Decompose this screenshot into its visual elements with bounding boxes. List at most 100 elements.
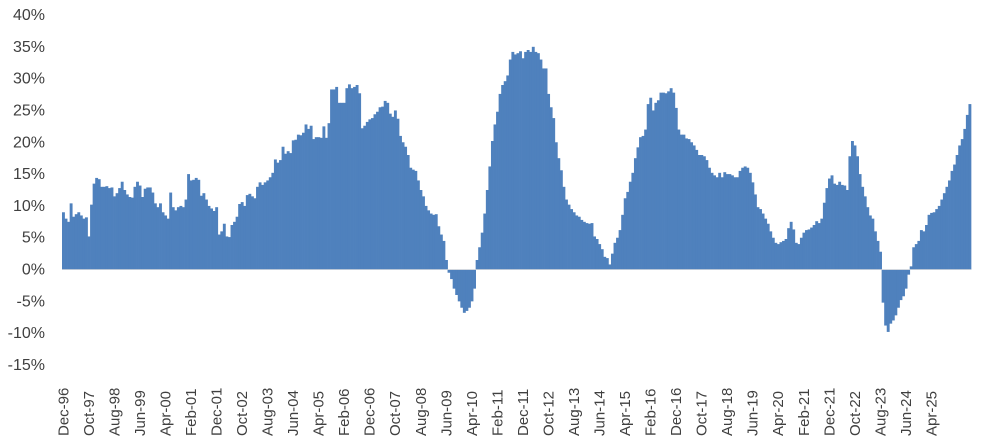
bar bbox=[388, 113, 392, 270]
bar bbox=[942, 193, 946, 270]
y-tick-label: 0% bbox=[22, 262, 45, 279]
bar bbox=[141, 197, 145, 270]
bar bbox=[355, 85, 359, 270]
bar bbox=[207, 205, 211, 270]
bar bbox=[256, 186, 259, 270]
x-tick-label: Apr-15 bbox=[617, 391, 634, 436]
bar bbox=[674, 107, 678, 270]
bar bbox=[861, 186, 865, 270]
bar bbox=[623, 198, 627, 270]
bar bbox=[460, 269, 464, 308]
x-tick-label: Oct-02 bbox=[234, 391, 251, 436]
bar bbox=[529, 51, 533, 270]
bar bbox=[62, 212, 65, 270]
bar bbox=[416, 180, 420, 270]
bar bbox=[608, 264, 612, 270]
bar bbox=[789, 221, 793, 270]
bar bbox=[873, 231, 877, 270]
bar bbox=[922, 231, 926, 270]
x-tick-label: Aug-03 bbox=[260, 388, 277, 436]
bar bbox=[304, 124, 308, 270]
bar bbox=[322, 126, 326, 270]
bar bbox=[353, 86, 356, 270]
bar bbox=[146, 187, 150, 270]
bar bbox=[386, 102, 390, 270]
x-tick-label: Dec-06 bbox=[362, 388, 379, 436]
bar bbox=[332, 89, 336, 270]
bar bbox=[761, 213, 765, 270]
bar bbox=[138, 185, 142, 270]
bar bbox=[697, 155, 701, 270]
bar bbox=[225, 236, 229, 270]
bar bbox=[646, 104, 650, 270]
bar bbox=[373, 114, 377, 270]
bar bbox=[340, 102, 344, 270]
bar bbox=[245, 195, 249, 270]
bar bbox=[87, 236, 91, 270]
bar bbox=[662, 92, 665, 270]
x-tick-label: Oct-17 bbox=[694, 391, 711, 436]
bar bbox=[365, 121, 369, 270]
x-tick-label: Oct-12 bbox=[540, 391, 557, 436]
bar bbox=[848, 156, 852, 270]
bar bbox=[685, 138, 688, 270]
bar bbox=[238, 204, 242, 270]
bar bbox=[587, 223, 591, 270]
bar bbox=[113, 196, 116, 270]
bar bbox=[902, 269, 905, 297]
bar bbox=[871, 218, 875, 270]
bar bbox=[891, 269, 895, 321]
bar bbox=[307, 128, 311, 270]
bar bbox=[465, 269, 469, 311]
bar bbox=[105, 186, 109, 270]
x-tick-label: Dec-96 bbox=[55, 388, 72, 436]
bar bbox=[450, 269, 454, 280]
bar bbox=[536, 53, 540, 270]
bar bbox=[445, 260, 448, 270]
bar bbox=[562, 186, 566, 270]
bar bbox=[393, 110, 397, 270]
bar bbox=[64, 218, 68, 270]
bar bbox=[72, 216, 76, 270]
bar bbox=[526, 50, 530, 270]
bar bbox=[296, 134, 300, 270]
bar bbox=[396, 118, 400, 270]
bar bbox=[437, 226, 441, 270]
bar bbox=[787, 228, 791, 270]
bar bbox=[220, 231, 224, 270]
bar bbox=[603, 256, 607, 270]
x-tick-label: Feb-01 bbox=[183, 388, 200, 436]
bar bbox=[199, 195, 203, 270]
bar bbox=[631, 172, 635, 270]
bar bbox=[171, 207, 175, 270]
x-tick-label: Dec-01 bbox=[208, 388, 225, 436]
bar bbox=[187, 174, 191, 270]
bar bbox=[654, 102, 658, 270]
bar bbox=[863, 196, 867, 270]
bar bbox=[95, 177, 99, 270]
bar bbox=[817, 223, 821, 270]
bar bbox=[733, 177, 737, 270]
x-tick-label: Apr-00 bbox=[157, 391, 174, 436]
bar bbox=[276, 162, 280, 270]
bar bbox=[409, 167, 413, 270]
y-tick-label: -5% bbox=[17, 293, 45, 310]
bar bbox=[291, 140, 295, 270]
bar bbox=[273, 159, 277, 270]
bar bbox=[886, 269, 890, 332]
bar bbox=[843, 185, 847, 270]
bar bbox=[434, 214, 438, 270]
bar bbox=[516, 53, 520, 270]
bar bbox=[442, 240, 446, 270]
bar bbox=[69, 203, 73, 270]
bar bbox=[327, 123, 331, 270]
bar bbox=[136, 181, 139, 270]
bar bbox=[493, 124, 497, 270]
bar bbox=[330, 89, 333, 270]
bar bbox=[462, 269, 466, 313]
bar bbox=[130, 197, 134, 270]
bar bbox=[610, 253, 614, 270]
bar bbox=[212, 211, 216, 270]
bar bbox=[687, 139, 691, 270]
